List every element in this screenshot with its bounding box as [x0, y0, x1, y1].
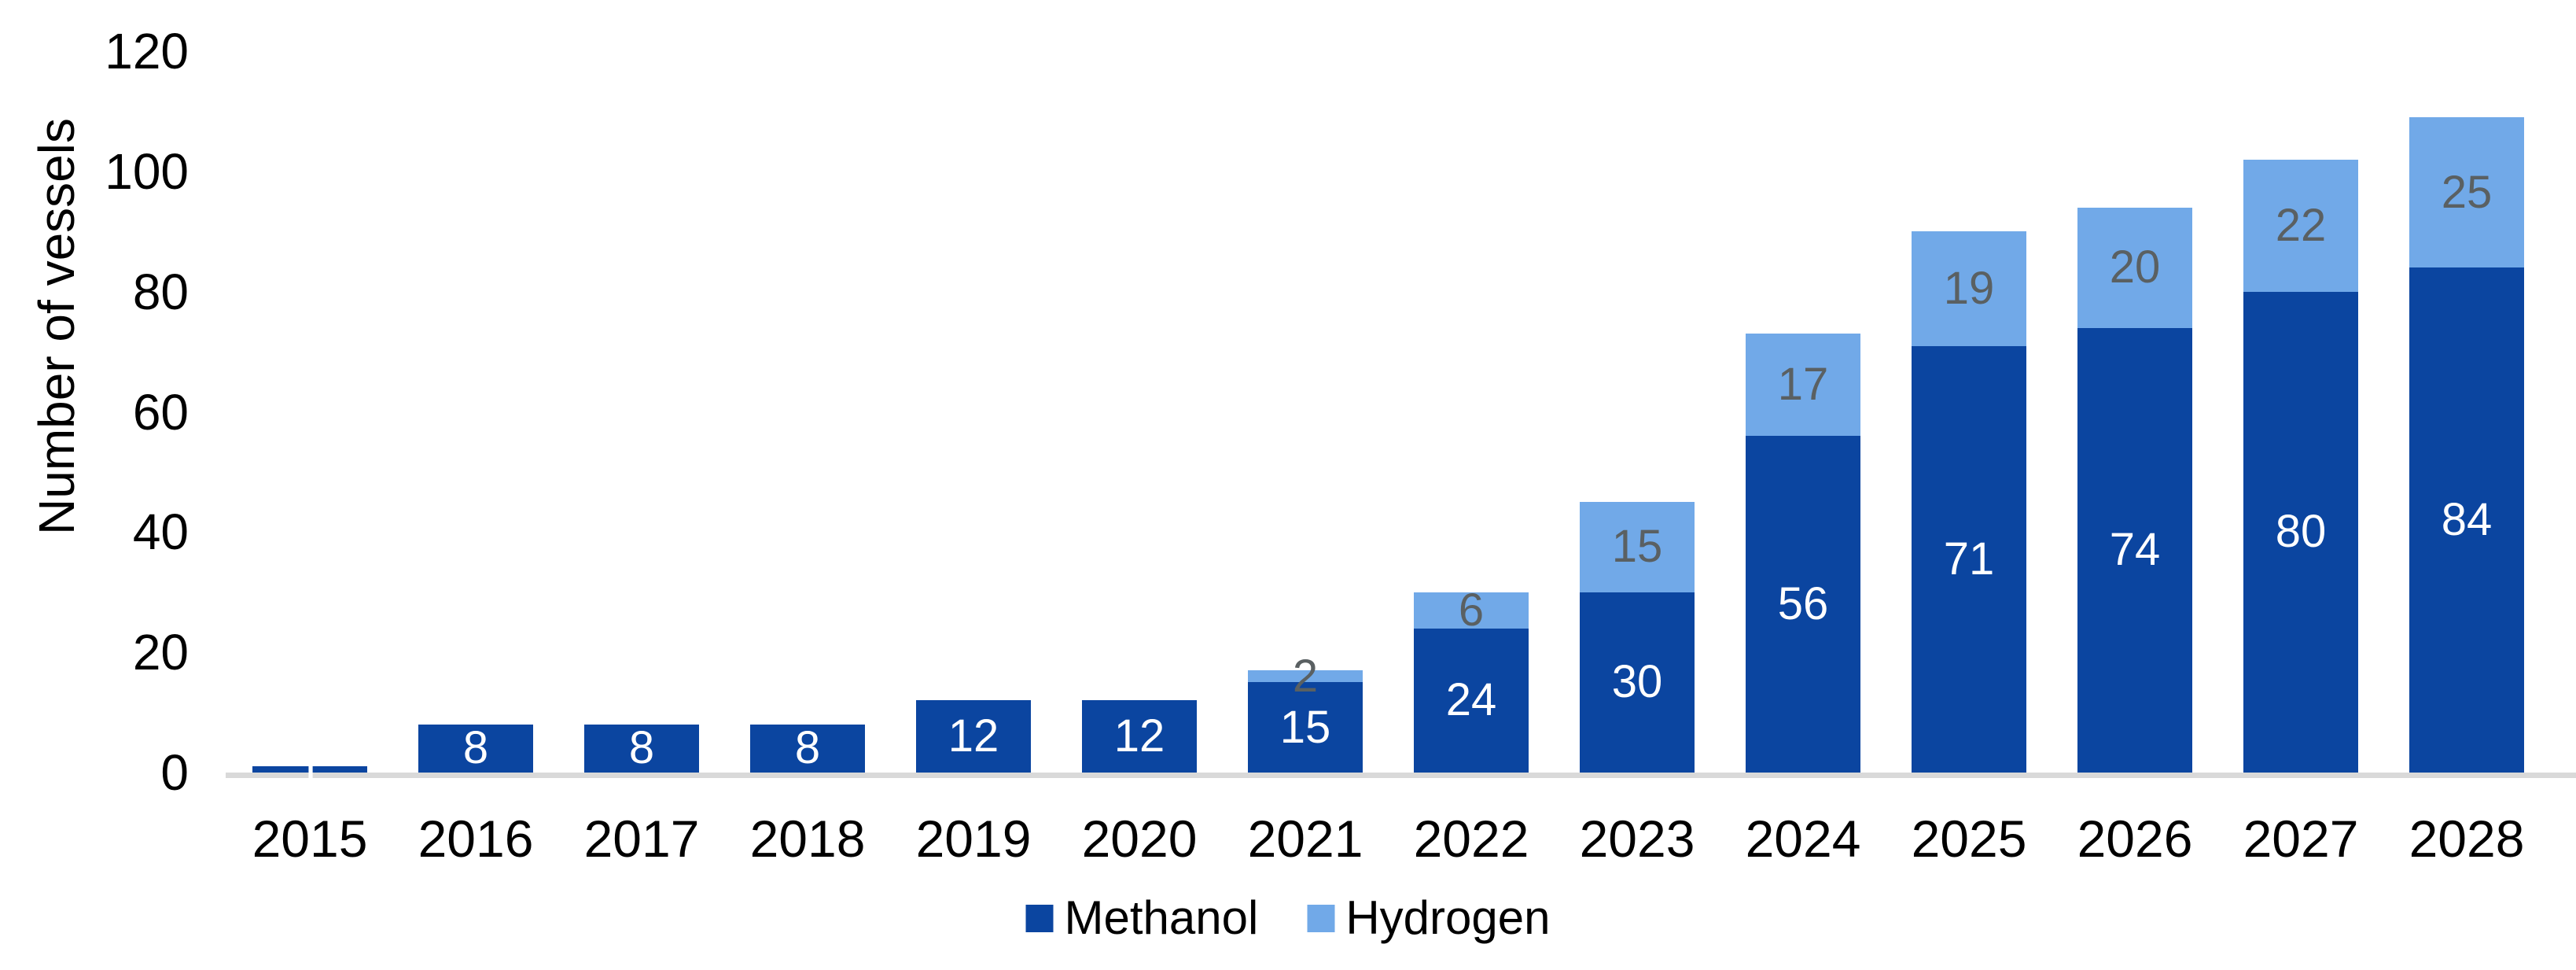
bar-value-label: 24 — [1445, 674, 1497, 726]
legend-swatch-methanol — [1025, 904, 1054, 932]
x-tick-label-2016: 2016 — [418, 810, 534, 868]
bar-segment-hydrogen-2022: 6 — [1414, 587, 1529, 633]
x-tick-label-2019: 2019 — [915, 810, 1032, 868]
bar-segment-hydrogen-2027: 22 — [2243, 159, 2358, 292]
legend-label-methanol: Methanol — [1064, 891, 1259, 944]
bar-segment-methanol-2024: 56 — [1746, 436, 1860, 773]
bar-segment-methanol-2016: 8 — [418, 722, 533, 774]
y-tick-label-0: 0 — [160, 744, 189, 801]
bar-segment-methanol-2022: 24 — [1414, 628, 1529, 773]
bar-value-label: 8 — [794, 722, 821, 774]
bar-segment-methanol-2021: 15 — [1248, 682, 1363, 773]
y-tick-label-20: 20 — [132, 624, 189, 681]
bar-value-label: 20 — [2109, 242, 2161, 293]
bar-value-label: 12 — [948, 710, 999, 762]
x-tick-label-2018: 2018 — [749, 810, 866, 868]
x-axis-line — [226, 773, 2576, 778]
bar-value-label: 8 — [628, 722, 655, 774]
bar-segment-methanol-2017: 8 — [584, 722, 699, 774]
bar-segment-hydrogen-2023: 15 — [1580, 502, 1695, 592]
x-tick-label-2023: 2023 — [1579, 810, 1695, 868]
bar-value-label: 22 — [2275, 199, 2327, 251]
x-tick-label-2020: 2020 — [1081, 810, 1198, 868]
x-tick-label-2024: 2024 — [1745, 810, 1861, 868]
bar-value-label: 17 — [1777, 359, 1829, 411]
y-tick-label-80: 80 — [132, 263, 189, 320]
bar-segment-hydrogen-2021: 2 — [1248, 653, 1363, 699]
bar-value-label: 56 — [1777, 578, 1829, 630]
legend-item-hydrogen: Hydrogen — [1307, 894, 1550, 942]
x-tick-label-2022: 2022 — [1413, 810, 1529, 868]
bar-value-label: 19 — [1943, 262, 1995, 314]
bar-segment-methanol-2019: 12 — [916, 700, 1031, 773]
legend-swatch-hydrogen — [1307, 904, 1335, 932]
legend-item-methanol: Methanol — [1025, 891, 1259, 944]
y-tick-label-100: 100 — [105, 143, 189, 200]
y-tick-label-40: 40 — [132, 503, 189, 561]
bar-value-label: 2 — [1292, 650, 1319, 702]
bar-value-label: 30 — [1611, 656, 1663, 708]
x-tick-label-2017: 2017 — [583, 810, 700, 868]
bar-segment-methanol-2026: 74 — [2077, 327, 2192, 773]
x-tick-label-2021: 2021 — [1247, 810, 1363, 868]
legend: Methanol Hydrogen — [1025, 891, 1550, 944]
bar-segment-methanol-2023: 30 — [1580, 592, 1695, 773]
bar-segment-methanol-2027: 80 — [2243, 291, 2358, 773]
bar-value-label: 15 — [1279, 701, 1331, 753]
bar-value-label: 74 — [2109, 524, 2161, 576]
x-tick-label-2025: 2025 — [1911, 810, 2027, 868]
bar-value-label: 15 — [1611, 521, 1663, 573]
bar-segment-methanol-2025: 71 — [1912, 345, 2026, 773]
bar-value-label: 1 — [296, 743, 323, 795]
bar-segment-hydrogen-2026: 20 — [2077, 207, 2192, 328]
bar-segment-hydrogen-2025: 19 — [1912, 231, 2026, 346]
bar-value-label: 84 — [2441, 494, 2493, 546]
bar-value-label: 8 — [462, 722, 489, 774]
bar-value-label: 71 — [1943, 533, 1995, 585]
bar-value-label: 25 — [2441, 166, 2493, 218]
x-tick-label-2028: 2028 — [2409, 810, 2525, 868]
bar-value-label: 12 — [1113, 710, 1165, 762]
bar-value-label: 6 — [1458, 584, 1485, 636]
x-tick-label-2026: 2026 — [2077, 810, 2193, 868]
y-tick-label-60: 60 — [132, 383, 189, 441]
legend-label-hydrogen: Hydrogen — [1345, 891, 1551, 944]
bar-segment-hydrogen-2028: 25 — [2409, 117, 2524, 268]
bar-segment-hydrogen-2024: 17 — [1746, 334, 1860, 437]
y-tick-label-120: 120 — [105, 23, 189, 80]
bar-segment-methanol-2015: 1 — [252, 747, 367, 792]
bar-segment-methanol-2018: 8 — [750, 722, 865, 774]
x-tick-label-2027: 2027 — [2243, 810, 2359, 868]
x-tick-label-2015: 2015 — [252, 810, 368, 868]
bar-value-label: 80 — [2275, 506, 2327, 558]
bar-segment-methanol-2028: 84 — [2409, 267, 2524, 773]
bar-segment-methanol-2020: 12 — [1082, 700, 1197, 773]
